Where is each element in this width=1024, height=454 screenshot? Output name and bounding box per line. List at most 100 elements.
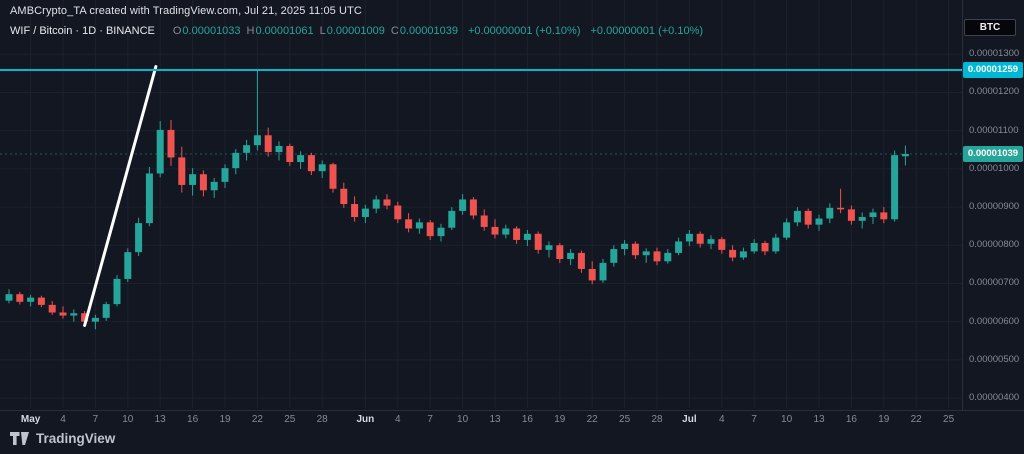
ohlc-close-value: 0.00001039 xyxy=(399,25,458,37)
candle-body xyxy=(448,210,456,228)
candle xyxy=(297,151,305,169)
candle-body xyxy=(383,199,391,206)
candle xyxy=(642,248,650,263)
candle xyxy=(653,247,661,266)
ohlc-high-label: H xyxy=(246,25,255,37)
price-tick-label: 0.00000400 xyxy=(969,392,1020,404)
candle-body xyxy=(243,145,251,153)
candle xyxy=(372,195,380,214)
candle-body xyxy=(469,199,477,216)
symbol-title[interactable]: WIF / Bitcoin · 1D · BINANCE xyxy=(10,25,155,37)
time-tick-label: 16 xyxy=(845,414,857,425)
candle-body xyxy=(837,207,845,210)
candle xyxy=(480,209,488,231)
candle xyxy=(545,241,553,258)
time-tick-label: 10 xyxy=(457,414,469,425)
candle xyxy=(178,146,186,193)
candle xyxy=(858,212,866,229)
candle-body xyxy=(513,228,521,240)
price-tick-label: 0.00001300 xyxy=(969,48,1020,60)
candle-body xyxy=(783,222,791,238)
time-tick-label: 7 xyxy=(92,414,99,425)
price-tick-label: 0.00000500 xyxy=(969,353,1020,365)
candle xyxy=(491,219,499,239)
candle xyxy=(415,218,423,234)
candle-body xyxy=(804,210,812,225)
candle-body xyxy=(253,135,261,146)
price-axis-separator xyxy=(962,0,963,410)
candle xyxy=(48,301,56,315)
time-tick-label: 10 xyxy=(122,414,134,425)
time-tick-label: 13 xyxy=(813,414,825,425)
candle-body xyxy=(545,245,553,250)
candle xyxy=(264,127,272,157)
candle-body xyxy=(275,145,283,153)
candle xyxy=(199,170,207,197)
time-tick-month-label: May xyxy=(20,414,41,425)
candle-body xyxy=(869,212,877,218)
candle-body xyxy=(210,181,218,191)
candle xyxy=(567,249,575,266)
candle-body xyxy=(189,174,197,185)
candle-body xyxy=(847,209,855,221)
candle-body xyxy=(102,304,110,318)
candle xyxy=(232,149,240,175)
candle-body xyxy=(534,233,542,250)
price-axis[interactable]: 0.00001300 0.00001200 0.00001100 0.00001000… xyxy=(962,0,1024,410)
horizontal-line-price-label[interactable]: 0.00001259 xyxy=(963,61,1023,78)
currency-toggle-btc-button[interactable]: BTC xyxy=(964,19,1016,36)
price-tick-label: 0.00000600 xyxy=(969,315,1020,327)
time-tick-label: 13 xyxy=(154,414,166,425)
candle xyxy=(869,208,877,224)
candle xyxy=(318,160,326,179)
candle-body xyxy=(631,243,639,256)
candle xyxy=(880,207,888,224)
candle xyxy=(135,217,143,256)
candle xyxy=(675,237,683,256)
tradingview-logo-icon xyxy=(10,432,29,445)
candle-body xyxy=(491,226,499,235)
candle-body xyxy=(901,153,909,157)
candle-body xyxy=(70,313,78,316)
candle xyxy=(729,245,737,262)
candle xyxy=(16,291,24,305)
candle xyxy=(783,218,791,240)
candle-body xyxy=(772,237,780,252)
candle xyxy=(469,197,477,220)
price-tick-label: 0.00001100 xyxy=(969,124,1019,136)
chart-attribution: AMBCrypto_TA created with TradingView.co… xyxy=(10,5,362,17)
candle-body xyxy=(264,135,272,153)
candle xyxy=(426,220,434,240)
candle-body xyxy=(426,222,434,237)
candle-body xyxy=(685,233,693,242)
ohlc-open-label: O xyxy=(172,25,182,37)
time-axis-separator xyxy=(0,410,1024,411)
candle-body xyxy=(113,278,121,305)
trend-line[interactable] xyxy=(83,65,158,327)
time-tick-label: 28 xyxy=(651,414,663,425)
candle xyxy=(329,162,337,193)
candle-body xyxy=(167,129,175,158)
candle xyxy=(286,143,294,166)
time-tick-label: 13 xyxy=(489,414,501,425)
tradingview-logo-text: TradingView xyxy=(36,431,116,446)
candle-body xyxy=(880,212,888,220)
ohlc-close-label: C xyxy=(390,25,399,37)
candle-body xyxy=(761,242,769,252)
candle-body xyxy=(664,252,672,262)
candle-body xyxy=(480,215,488,227)
time-axis[interactable]: May 4 7 10 13 16 19 22 25 28 Jun 4 7 10 13 16 19 22 25 28 Ju… xyxy=(0,414,962,429)
candle xyxy=(459,194,467,215)
candle xyxy=(340,182,348,208)
candle-body xyxy=(642,251,650,256)
candle-body xyxy=(610,249,618,263)
time-tick-label: 28 xyxy=(316,414,328,425)
candle-body xyxy=(729,249,737,258)
tradingview-attribution[interactable]: TradingView xyxy=(10,431,115,446)
candle-body xyxy=(372,199,380,209)
candle-body xyxy=(437,227,445,237)
candle-body xyxy=(523,233,531,240)
candle xyxy=(599,259,607,283)
candle xyxy=(685,229,693,247)
